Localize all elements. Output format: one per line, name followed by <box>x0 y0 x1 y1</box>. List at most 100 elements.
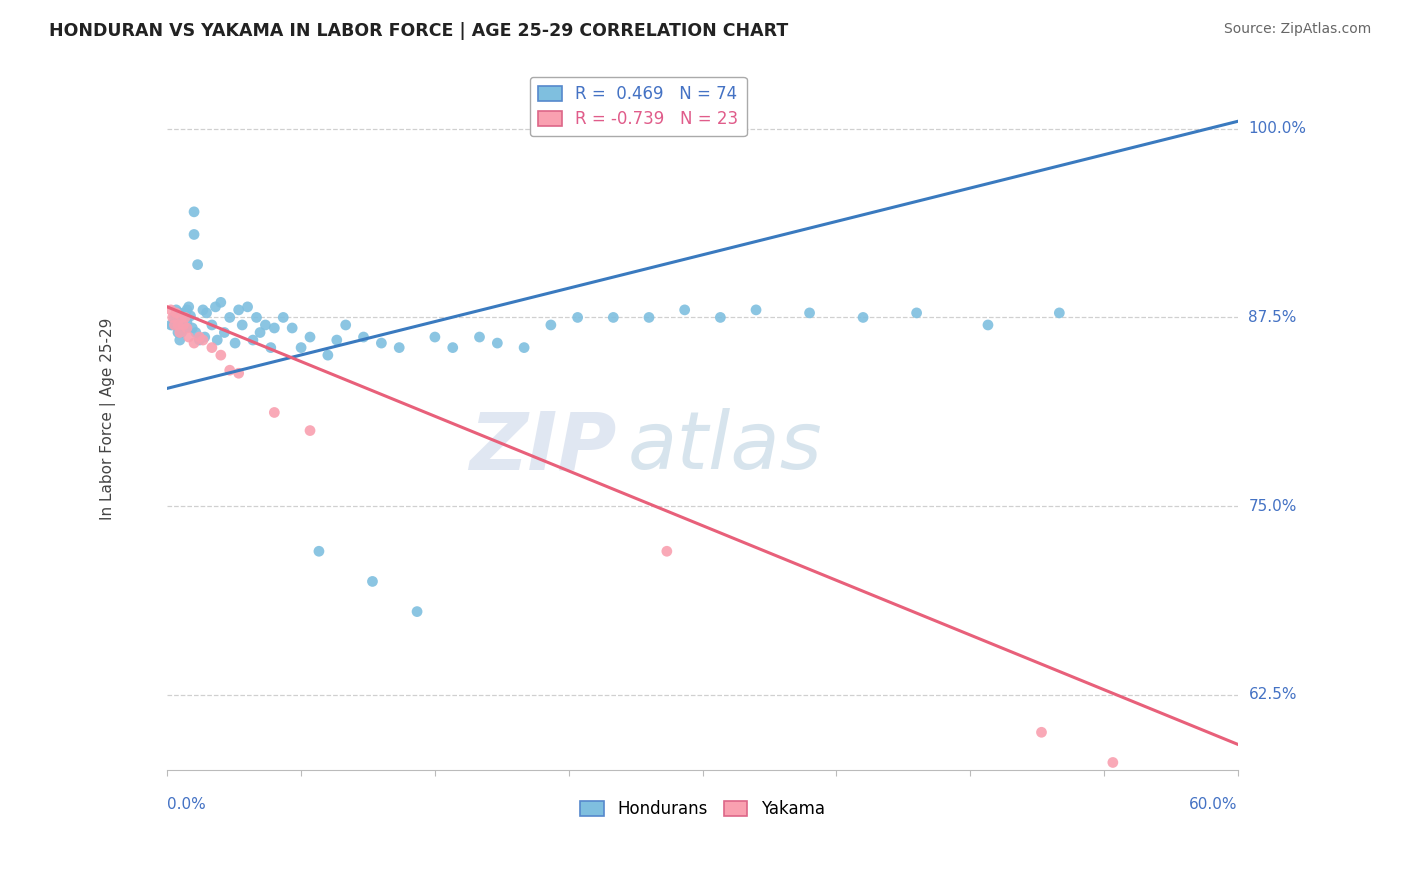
Text: atlas: atlas <box>627 409 823 486</box>
Point <box>176 321 198 335</box>
Point <box>298 424 321 438</box>
Point <box>167 326 190 340</box>
Point <box>638 310 661 325</box>
Point <box>170 310 193 325</box>
Point <box>852 310 875 325</box>
Point <box>172 318 194 332</box>
Point <box>160 318 183 332</box>
Point <box>170 326 193 340</box>
Point <box>1047 306 1070 320</box>
Text: HONDURAN VS YAKAMA IN LABOR FORCE | AGE 25-29 CORRELATION CHART: HONDURAN VS YAKAMA IN LABOR FORCE | AGE … <box>49 22 789 40</box>
Point <box>218 363 240 377</box>
Legend: Hondurans, Yakama: Hondurans, Yakama <box>574 794 831 825</box>
Point <box>361 574 384 589</box>
Point <box>170 315 193 329</box>
Point <box>231 318 253 332</box>
Point <box>184 326 207 340</box>
Point <box>172 318 194 332</box>
Point <box>249 326 271 340</box>
Point <box>441 341 464 355</box>
Point <box>335 318 357 332</box>
Point <box>169 333 191 347</box>
Point <box>165 302 187 317</box>
Point <box>602 310 624 325</box>
Point <box>709 310 731 325</box>
Text: 0.0%: 0.0% <box>167 797 207 812</box>
Point <box>486 336 509 351</box>
Point <box>191 302 214 317</box>
Point <box>214 326 236 340</box>
Point <box>260 341 283 355</box>
Point <box>406 605 429 619</box>
Point <box>165 306 187 320</box>
Point <box>281 321 304 335</box>
Point <box>370 336 392 351</box>
Point <box>298 330 321 344</box>
Point <box>977 318 1000 332</box>
Text: In Labor Force | Age 25-29: In Labor Force | Age 25-29 <box>100 318 117 520</box>
Point <box>468 330 491 344</box>
Point <box>224 336 246 351</box>
Point <box>228 302 250 317</box>
Point <box>567 310 589 325</box>
Point <box>290 341 312 355</box>
Point <box>209 295 232 310</box>
Text: 87.5%: 87.5% <box>1249 310 1296 325</box>
Point <box>183 204 205 219</box>
Point <box>162 318 184 332</box>
Point <box>169 326 191 340</box>
Point <box>263 321 285 335</box>
Point <box>242 333 264 347</box>
Point <box>169 306 191 320</box>
Point <box>236 300 259 314</box>
Point <box>263 405 285 419</box>
Point <box>271 310 294 325</box>
Point <box>1031 725 1053 739</box>
Point <box>1102 756 1125 770</box>
Point <box>165 310 187 325</box>
Text: 60.0%: 60.0% <box>1189 797 1237 812</box>
Point <box>167 318 190 332</box>
Point <box>540 318 562 332</box>
Text: Source: ZipAtlas.com: Source: ZipAtlas.com <box>1223 22 1371 37</box>
Point <box>174 321 197 335</box>
Point <box>423 330 446 344</box>
Point <box>163 318 186 332</box>
Point <box>201 318 224 332</box>
Point <box>172 310 194 325</box>
Point <box>187 258 209 272</box>
Point <box>316 348 339 362</box>
Point <box>308 544 330 558</box>
Point <box>326 333 349 347</box>
Point <box>195 306 218 320</box>
Point <box>388 341 411 355</box>
Point <box>218 310 240 325</box>
Point <box>176 315 198 329</box>
Point <box>176 302 198 317</box>
Point <box>204 300 226 314</box>
Point <box>745 302 768 317</box>
Point <box>228 366 250 380</box>
Point <box>655 544 678 558</box>
Point <box>160 302 183 317</box>
Point <box>177 330 200 344</box>
Point <box>201 341 224 355</box>
Point <box>183 227 205 242</box>
Text: 62.5%: 62.5% <box>1249 687 1296 702</box>
Point <box>179 309 201 323</box>
Point <box>673 302 696 317</box>
Point <box>245 310 267 325</box>
Text: 100.0%: 100.0% <box>1249 121 1306 136</box>
Text: ZIP: ZIP <box>470 409 617 486</box>
Point <box>181 321 204 335</box>
Point <box>353 330 375 344</box>
Point <box>177 300 200 314</box>
Point <box>254 318 277 332</box>
Point <box>163 310 186 325</box>
Point <box>174 310 197 325</box>
Point <box>905 306 928 320</box>
Point <box>174 306 197 320</box>
Point <box>183 336 205 351</box>
Point <box>188 330 211 344</box>
Text: 75.0%: 75.0% <box>1249 499 1296 514</box>
